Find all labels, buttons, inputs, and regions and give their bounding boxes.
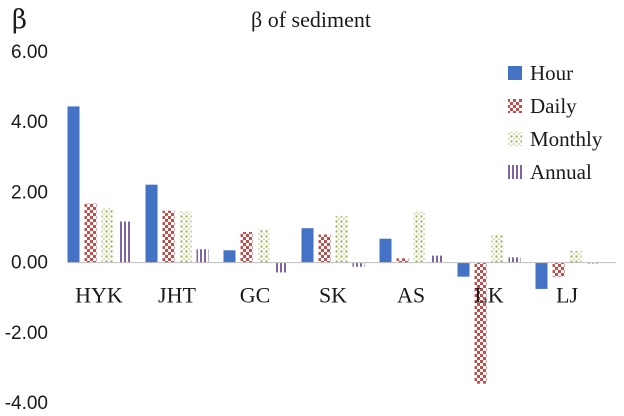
bar-annual-lk	[508, 257, 521, 263]
bar-monthly-gc	[257, 229, 270, 263]
x-tick-label: LK	[474, 283, 503, 308]
bar-hour-lk	[457, 262, 470, 277]
bar-hour-gc	[223, 250, 236, 263]
bar-hour-hyk	[67, 106, 80, 263]
x-tick-label: AS	[397, 283, 425, 308]
bar-daily-lj	[552, 262, 565, 277]
bar-daily-as	[396, 258, 409, 263]
y-tick-labels: 6.00 4.00 2.00 0.00 -2.00 -4.00	[5, 42, 48, 414]
bar-monthly-lj	[569, 251, 582, 263]
legend-label-hour: Hour	[530, 61, 573, 85]
bar-daily-hyk	[84, 203, 97, 263]
y-tick-label: 0.00	[11, 253, 48, 274]
bar-daily-jht	[162, 210, 175, 263]
bar-monthly-as	[413, 211, 426, 263]
bar-hour-as	[379, 238, 392, 263]
y-tick-label: 6.00	[11, 42, 48, 63]
bar-annual-hyk	[118, 221, 131, 263]
x-tick-label: JHT	[158, 283, 196, 308]
bar-daily-gc	[240, 232, 253, 263]
bar-annual-sk	[352, 262, 365, 267]
y-tick-label: -2.00	[5, 323, 48, 344]
bar-monthly-sk	[335, 216, 348, 263]
legend-swatch-annual	[508, 165, 522, 179]
x-tick-labels: HYK JHT GC SK AS LK LJ	[75, 283, 578, 308]
legend-label-daily: Daily	[530, 94, 577, 118]
x-tick-label: LJ	[556, 283, 578, 308]
y-tick-label: -4.00	[5, 393, 48, 414]
legend-swatch-daily	[508, 99, 522, 113]
legend-label-annual: Annual	[530, 160, 592, 184]
bar-annual-jht	[196, 249, 209, 263]
bar-hour-jht	[145, 184, 158, 263]
legend-swatch-hour	[508, 66, 522, 80]
bar-daily-sk	[318, 234, 331, 263]
bar-hour-lj	[535, 262, 548, 289]
bar-monthly-hyk	[101, 208, 114, 263]
bar-monthly-jht	[179, 211, 192, 263]
x-tick-label: SK	[319, 283, 347, 308]
bar-annual-as	[430, 255, 443, 263]
bar-hour-sk	[301, 228, 314, 263]
chart-title: β of sediment	[251, 7, 371, 32]
y-axis-label: β	[12, 5, 27, 35]
legend-swatch-monthly	[508, 132, 522, 146]
bar-daily-lk	[474, 262, 487, 384]
y-tick-label: 4.00	[11, 112, 48, 133]
x-tick-label: GC	[240, 283, 271, 308]
bar-annual-gc	[274, 262, 287, 273]
legend: Hour Daily Monthly Annual	[508, 61, 603, 184]
x-tick-label: HYK	[75, 283, 123, 308]
bar-monthly-lk	[491, 234, 504, 263]
y-tick-label: 2.00	[11, 182, 48, 203]
legend-label-monthly: Monthly	[530, 127, 603, 151]
bars	[67, 106, 599, 384]
